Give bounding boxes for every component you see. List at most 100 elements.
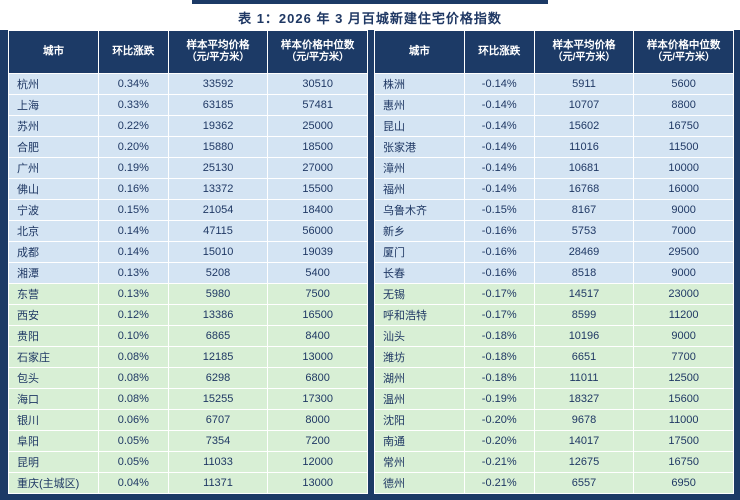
avg-price-cell: 6865 bbox=[167, 325, 269, 347]
table-row: 石家庄 0.08% 12185 13000 bbox=[8, 346, 368, 368]
city-cell: 湖州 bbox=[374, 367, 465, 389]
table-row: 北京 0.14% 47115 56000 bbox=[8, 220, 368, 242]
header-row: 城市 环比涨跌 样本平均价格 （元/平方米） 样本价格中位数 （元/平方米） bbox=[8, 30, 368, 74]
city-cell: 海口 bbox=[8, 388, 99, 410]
mom-change-cell: -0.18% bbox=[463, 367, 535, 389]
table-row: 汕头 -0.18% 10196 9000 bbox=[374, 325, 734, 347]
city-cell: 成都 bbox=[8, 241, 99, 263]
city-cell: 新乡 bbox=[374, 220, 465, 242]
median-price-cell: 13000 bbox=[267, 346, 368, 368]
table-row: 福州 -0.14% 16768 16000 bbox=[374, 178, 734, 200]
mom-change-cell: 0.08% bbox=[97, 346, 169, 368]
mom-change-cell: 0.13% bbox=[97, 283, 169, 305]
avg-price-cell: 47115 bbox=[167, 220, 269, 242]
city-cell: 德州 bbox=[374, 472, 465, 494]
avg-price-cell: 8518 bbox=[533, 262, 635, 284]
mom-change-cell: 0.20% bbox=[97, 136, 169, 158]
avg-price-cell: 8167 bbox=[533, 199, 635, 221]
median-price-cell: 16000 bbox=[633, 178, 734, 200]
mom-change-cell: 0.14% bbox=[97, 220, 169, 242]
mom-change-cell: -0.14% bbox=[463, 136, 535, 158]
table-row: 惠州 -0.14% 10707 8800 bbox=[374, 94, 734, 116]
mom-change-cell: -0.14% bbox=[463, 178, 535, 200]
median-price-cell: 8000 bbox=[267, 409, 368, 431]
avg-price-cell: 6298 bbox=[167, 367, 269, 389]
avg-price-cell: 12675 bbox=[533, 451, 635, 473]
table-row: 新乡 -0.16% 5753 7000 bbox=[374, 220, 734, 242]
col-header-mom-change: 环比涨跌 bbox=[463, 30, 535, 74]
mom-change-cell: 0.05% bbox=[97, 430, 169, 452]
city-cell: 贵阳 bbox=[8, 325, 99, 347]
avg-price-cell: 6557 bbox=[533, 472, 635, 494]
table-title: 表 1：2026 年 3 月百城新建住宅价格指数 bbox=[238, 11, 502, 26]
table-row: 成都 0.14% 15010 19039 bbox=[8, 241, 368, 263]
table-row: 东营 0.13% 5980 7500 bbox=[8, 283, 368, 305]
median-price-cell: 27000 bbox=[267, 157, 368, 179]
title-top-rule bbox=[192, 0, 548, 4]
col-header-median-price: 样本价格中位数 （元/平方米） bbox=[267, 30, 368, 74]
city-cell: 乌鲁木齐 bbox=[374, 199, 465, 221]
mom-change-cell: 0.06% bbox=[97, 409, 169, 431]
median-price-cell: 56000 bbox=[267, 220, 368, 242]
avg-price-cell: 10707 bbox=[533, 94, 635, 116]
city-cell: 呼和浩特 bbox=[374, 304, 465, 326]
city-cell: 苏州 bbox=[8, 115, 99, 137]
table-row: 南通 -0.20% 14017 17500 bbox=[374, 430, 734, 452]
table-row: 昆明 0.05% 11033 12000 bbox=[8, 451, 368, 473]
city-cell: 银川 bbox=[8, 409, 99, 431]
mom-change-cell: 0.04% bbox=[97, 472, 169, 494]
avg-price-cell: 33592 bbox=[167, 73, 269, 95]
avg-price-cell: 14017 bbox=[533, 430, 635, 452]
median-price-cell: 11000 bbox=[633, 409, 734, 431]
avg-price-cell: 63185 bbox=[167, 94, 269, 116]
city-cell: 杭州 bbox=[8, 73, 99, 95]
city-cell: 温州 bbox=[374, 388, 465, 410]
avg-price-cell: 21054 bbox=[167, 199, 269, 221]
median-price-cell: 16750 bbox=[633, 115, 734, 137]
col-header-median-price: 样本价格中位数 （元/平方米） bbox=[633, 30, 734, 74]
city-cell: 北京 bbox=[8, 220, 99, 242]
avg-price-cell: 14517 bbox=[533, 283, 635, 305]
table-row: 上海 0.33% 63185 57481 bbox=[8, 94, 368, 116]
col-header-city: 城市 bbox=[8, 30, 99, 74]
city-cell: 厦门 bbox=[374, 241, 465, 263]
median-price-cell: 15500 bbox=[267, 178, 368, 200]
median-price-cell: 25000 bbox=[267, 115, 368, 137]
table-row: 厦门 -0.16% 28469 29500 bbox=[374, 241, 734, 263]
col-header-avg-price: 样本平均价格 （元/平方米） bbox=[167, 30, 269, 74]
city-cell: 潍坊 bbox=[374, 346, 465, 368]
avg-price-cell: 9678 bbox=[533, 409, 635, 431]
mom-change-cell: 0.16% bbox=[97, 178, 169, 200]
price-table-container: 城市 环比涨跌 样本平均价格 （元/平方米） 样本价格中位数 （元/平方米） 杭州 0.34… bbox=[0, 30, 740, 500]
mom-change-cell: 0.13% bbox=[97, 262, 169, 284]
median-price-cell: 8800 bbox=[633, 94, 734, 116]
mom-change-cell: -0.19% bbox=[463, 388, 535, 410]
median-price-cell: 7500 bbox=[267, 283, 368, 305]
table-row: 无锡 -0.17% 14517 23000 bbox=[374, 283, 734, 305]
table-row: 温州 -0.19% 18327 15600 bbox=[374, 388, 734, 410]
table-row: 昆山 -0.14% 15602 16750 bbox=[374, 115, 734, 137]
mom-change-cell: 0.08% bbox=[97, 367, 169, 389]
mom-change-cell: -0.16% bbox=[463, 262, 535, 284]
city-cell: 漳州 bbox=[374, 157, 465, 179]
left-price-table: 城市 环比涨跌 样本平均价格 （元/平方米） 样本价格中位数 （元/平方米） 杭州 0.34… bbox=[8, 30, 368, 494]
table-row: 包头 0.08% 6298 6800 bbox=[8, 367, 368, 389]
table-row: 湘潭 0.13% 5208 5400 bbox=[8, 262, 368, 284]
table-row: 长春 -0.16% 8518 9000 bbox=[374, 262, 734, 284]
right-table-header: 城市 环比涨跌 样本平均价格 （元/平方米） 样本价格中位数 （元/平方米） bbox=[374, 30, 734, 74]
avg-price-cell: 15255 bbox=[167, 388, 269, 410]
avg-price-cell: 5911 bbox=[533, 73, 635, 95]
avg-price-cell: 6707 bbox=[167, 409, 269, 431]
table-row: 银川 0.06% 6707 8000 bbox=[8, 409, 368, 431]
table-row: 漳州 -0.14% 10681 10000 bbox=[374, 157, 734, 179]
median-price-cell: 13000 bbox=[267, 472, 368, 494]
median-price-cell: 57481 bbox=[267, 94, 368, 116]
table-row: 宁波 0.15% 21054 18400 bbox=[8, 199, 368, 221]
table-title-bar: 表 1：2026 年 3 月百城新建住宅价格指数 bbox=[0, 0, 740, 30]
table-row: 常州 -0.21% 12675 16750 bbox=[374, 451, 734, 473]
city-cell: 株洲 bbox=[374, 73, 465, 95]
median-price-cell: 9000 bbox=[633, 199, 734, 221]
mom-change-cell: 0.15% bbox=[97, 199, 169, 221]
mom-change-cell: -0.16% bbox=[463, 241, 535, 263]
mom-change-cell: -0.16% bbox=[463, 220, 535, 242]
